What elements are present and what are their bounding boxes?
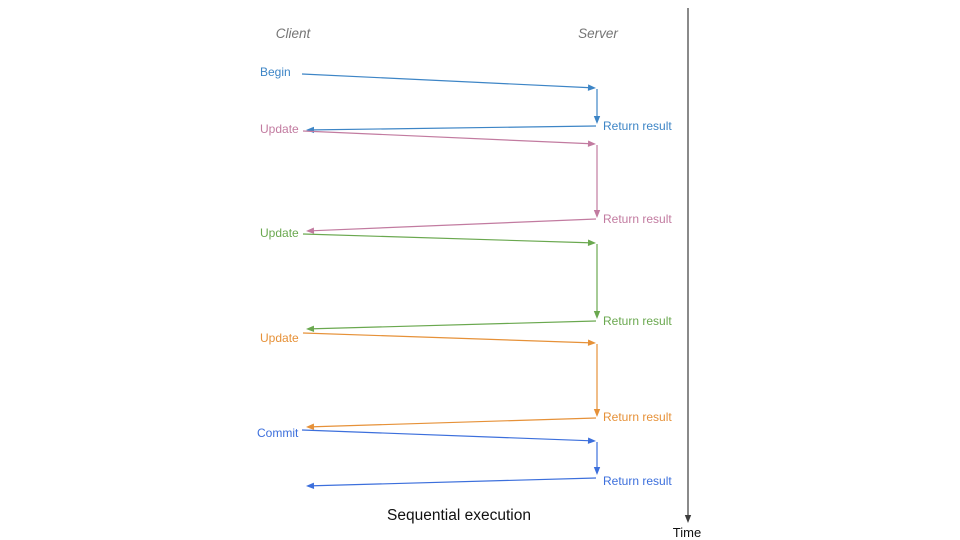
time-axis-arrowhead [684, 515, 692, 523]
request-arrowhead [587, 437, 596, 444]
return-line [313, 125, 597, 131]
time-axis-label: Time [673, 525, 701, 540]
return-line [313, 477, 597, 487]
request-line [302, 233, 589, 244]
return-result-label: Return result [603, 314, 672, 328]
message-update-3: Update Return result [260, 331, 672, 430]
request-arrowhead [587, 140, 596, 147]
request-line [301, 73, 589, 89]
return-arrowhead [306, 482, 315, 489]
return-arrowhead [306, 423, 315, 430]
return-result-label: Return result [603, 212, 672, 226]
message-label: Begin [260, 65, 291, 79]
server-processing-arrowhead [593, 116, 601, 124]
request-arrowhead [587, 339, 596, 346]
return-arrowhead [306, 325, 315, 332]
diagram-caption: Sequential execution [387, 507, 531, 524]
message-update-1: Update Return result [260, 122, 672, 234]
message-commit-4: Commit Return result [257, 426, 672, 489]
message-label: Update [260, 226, 299, 240]
request-line [302, 130, 589, 145]
server-processing-arrowhead [593, 210, 601, 218]
request-line [302, 332, 589, 344]
request-line [301, 429, 589, 442]
return-arrowhead [306, 227, 315, 234]
message-begin-0: Begin Return result [260, 65, 672, 134]
server-processing-arrowhead [593, 311, 601, 319]
server-processing-arrowhead [593, 409, 601, 417]
message-update-2: Update Return result [260, 226, 672, 332]
return-line [313, 218, 597, 232]
time-axis [684, 8, 692, 523]
message-label: Update [260, 122, 299, 136]
message-label: Commit [257, 426, 299, 440]
request-arrowhead [587, 84, 596, 91]
server-column-label: Server [578, 26, 618, 41]
request-arrowhead [587, 239, 596, 246]
return-result-label: Return result [603, 410, 672, 424]
return-result-label: Return result [603, 474, 672, 488]
message-label: Update [260, 331, 299, 345]
return-arrowhead [306, 126, 315, 134]
client-column-label: Client [276, 26, 312, 41]
return-line [313, 417, 597, 428]
server-processing-arrowhead [593, 467, 601, 475]
return-result-label: Return result [603, 119, 672, 133]
return-line [313, 320, 597, 330]
